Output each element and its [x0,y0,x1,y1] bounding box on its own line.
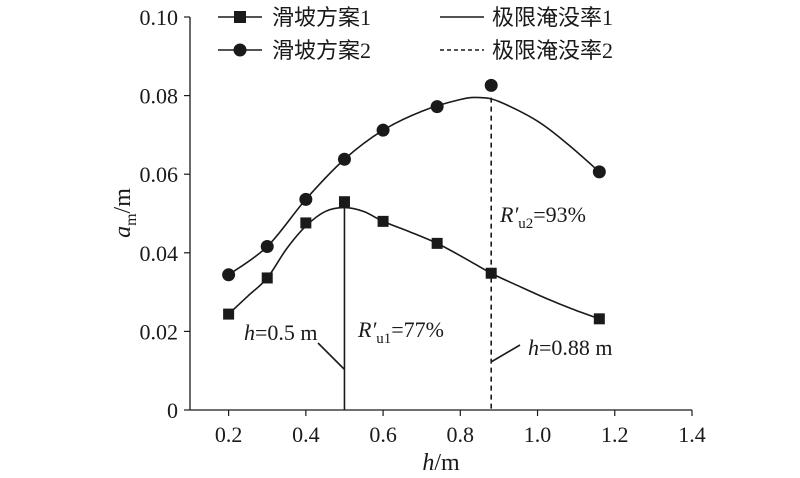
x-tick-label: 1.4 [678,422,706,447]
annotation-leader-h2 [490,344,521,363]
legend-item-limit-2: 极限淹没率2 [440,38,613,63]
y-tick-label: 0.02 [140,319,179,344]
series-2-circle-point [592,165,606,179]
series-2-curve [228,96,600,276]
series-2-circle-point [222,268,236,282]
series-1-square-point [377,215,389,227]
legend-label-limit-2: 极限淹没率2 [492,38,613,63]
legend-label-series-1: 滑坡方案1 [272,5,371,30]
series-1-square-point [300,217,312,229]
series-1-square-point [261,272,273,284]
legend-label-series-2: 滑坡方案2 [272,38,371,63]
series-2-circle-point [376,123,390,137]
x-tick-label: 0.6 [369,422,397,447]
series-1-square-point [338,196,350,208]
y-tick-label: 0.06 [140,162,179,187]
y-tick-label: 0.04 [140,241,179,266]
y-tick-label: 0.08 [140,84,179,109]
legend-item-series-2: 滑坡方案2 [218,38,371,63]
series-layer [222,78,606,410]
series-2-circle-point [260,240,274,254]
x-tick-label: 0.2 [215,422,243,447]
legend: 滑坡方案1 极限淹没率1 滑坡方案2 极限淹没率2 [218,5,613,63]
legend-item-limit-1: 极限淹没率1 [440,5,613,30]
series-1-square-point [223,308,235,320]
series-1-square-point [431,237,443,249]
annotation-leader-h1 [317,342,345,370]
legend-item-series-1: 滑坡方案1 [218,5,371,30]
series-2-circle-point [337,152,351,166]
y-tick-label: 0.10 [140,5,179,30]
tick-layer: 0.2 0.4 0.6 0.8 1.0 1.2 1.4 0 0.02 0.04 0.06 0.08 0.… [140,5,706,447]
annotation-h1: h=0.5 m [244,320,345,370]
x-tick-label: 1.2 [601,422,629,447]
series-1-square-point [593,313,605,325]
series-2-circle-point [484,78,498,92]
y-axis-title: am/m [110,188,140,238]
legend-label-limit-1: 极限淹没率1 [492,5,613,30]
series-1-square-point [485,267,497,279]
annotation-r2-text: R′u2=93% [499,202,586,232]
y-tick-label: 0 [167,398,178,423]
x-tick-label: 0.8 [447,422,475,447]
x-tick-label: 1.0 [524,422,552,447]
series-2-circle-point [299,192,313,206]
x-tick-label: 0.4 [292,422,320,447]
legend-square-marker [234,11,246,23]
annotation-r1-text: R′u1=77% [357,317,444,347]
annotation-h2: h=0.88 m [490,335,613,363]
x-axis-title: h/m [422,450,460,476]
annotation-h2-text: h=0.88 m [528,335,613,360]
series-2-circle-point [430,100,444,114]
annotation-h1-text: h=0.5 m [244,320,318,345]
legend-circle-marker [233,43,247,57]
